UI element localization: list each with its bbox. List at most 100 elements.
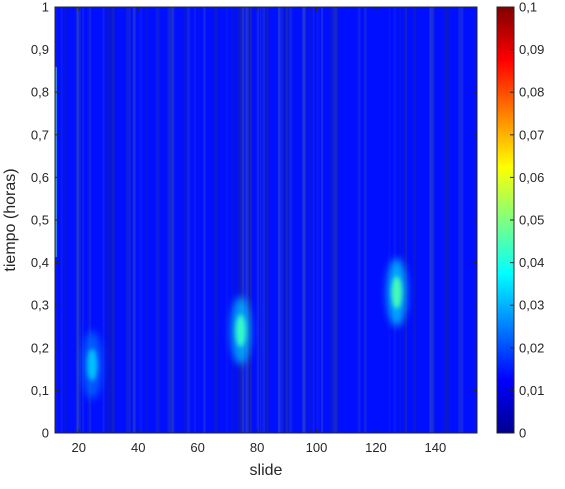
heatmap-streak [459, 7, 463, 433]
heatmap-streak [139, 7, 143, 433]
heatmap-streak [111, 7, 115, 433]
heatmap-streak [281, 7, 286, 433]
heatmap-streak [247, 7, 252, 433]
x-tick-label: 140 [425, 440, 447, 455]
heatmap-streak [446, 7, 450, 433]
heatmap-streak [157, 7, 160, 433]
heatmap-hotspots [82, 258, 407, 399]
heatmap-streaks [55, 7, 464, 433]
heatmap-streak [155, 7, 160, 433]
heatmap-streak [242, 7, 245, 433]
heatmap-streak [318, 7, 320, 433]
colorbar-tick-label: 0 [519, 426, 526, 441]
y-tick-label: 0,6 [31, 170, 49, 185]
heatmap-streak [281, 7, 284, 433]
hotspot-core [87, 348, 98, 381]
heatmap-streak [82, 7, 85, 433]
heatmap-streak [76, 7, 79, 433]
colorbar-tick-label: 0,1 [519, 0, 537, 15]
y-tick-label: 0 [42, 426, 49, 441]
x-tick-label: 80 [250, 440, 264, 455]
heatmap-streak [186, 7, 191, 433]
heatmap-streak [76, 7, 79, 433]
heatmap-streak [248, 7, 253, 433]
colorbar-tick-label: 0,05 [519, 213, 544, 228]
y-tick-label: 0,4 [31, 255, 49, 270]
heatmap-streak [332, 7, 334, 433]
y-tick-label: 0,8 [31, 85, 49, 100]
heatmap-streak [289, 7, 293, 433]
heatmap-streak [413, 7, 417, 433]
heatmap-streak [65, 7, 67, 433]
heatmap-streak [106, 7, 109, 433]
x-axis: 20 40 60 80 100 120 140 [72, 7, 447, 455]
colorbar-ticks: 0 0,01 0,02 0,03 0,04 0,05 0,06 0,07 0,08 0,09 0,1 [510, 0, 544, 441]
heatmap-streak [338, 7, 341, 433]
x-axis-title: slide [250, 462, 283, 479]
heatmap-streak [129, 7, 131, 433]
heatmap-streak [87, 7, 92, 433]
heatmap-streak [240, 7, 242, 433]
colorbar-tick-label: 0,08 [519, 85, 544, 100]
x-tick-label: 60 [190, 440, 204, 455]
heatmap-streak [102, 7, 105, 433]
x-tick-label: 120 [365, 440, 387, 455]
x-tick-label: 40 [131, 440, 145, 455]
heatmap-streak [171, 7, 175, 433]
heatmap-streak [302, 7, 306, 433]
heatmap-streak [214, 7, 219, 433]
y-tick-label: 0,1 [31, 383, 49, 398]
heatmap-streak [443, 7, 447, 433]
heatmap-streak [194, 7, 196, 433]
heatmap-streak [289, 7, 291, 433]
heatmap-streak [126, 7, 128, 433]
x-tick-label: 100 [306, 440, 328, 455]
heatmap-streak [133, 7, 136, 433]
heatmap-streak [429, 7, 434, 433]
colorbar-tick-label: 0,03 [519, 298, 544, 313]
heatmap-streak [398, 7, 402, 433]
heatmap-streak [60, 7, 63, 433]
heatmap-streak [112, 7, 115, 433]
heatmap-streak [75, 7, 78, 433]
heatmap-streak [321, 7, 324, 433]
y-tick-label: 0,3 [31, 298, 49, 313]
heatmap-streak [277, 7, 282, 433]
y-axis: 0 0,1 0,2 0,3 0,4 0,5 0,6 0,7 0,8 0,9 1 [31, 0, 477, 441]
heatmap-streak [316, 7, 318, 433]
heatmap-streak [306, 7, 308, 433]
heatmap-streak [265, 7, 269, 433]
heatmap-streak [357, 7, 361, 433]
y-tick-label: 0,2 [31, 340, 49, 355]
heatmap-streak [250, 7, 252, 433]
heatmap-streak [225, 7, 228, 433]
heatmap-streak [334, 7, 337, 433]
y-axis-title: tiempo (horas) [2, 168, 19, 271]
heatmap-background [55, 7, 477, 433]
heatmap-streak [285, 7, 288, 433]
heatmap-streak [171, 7, 174, 433]
colorbar-tick-label: 0,07 [519, 127, 544, 142]
heatmap-streak [166, 7, 169, 433]
heatmap-streak [429, 7, 432, 433]
heatmap-streak [432, 7, 435, 433]
heatmap-streak [403, 7, 407, 433]
heatmap-streak [145, 7, 148, 433]
heatmap-streak [458, 7, 461, 433]
colorbar-tick-label: 0,06 [519, 170, 544, 185]
heatmap-streak [240, 7, 244, 433]
colorbar-tick-label: 0,01 [519, 383, 544, 398]
colorbar-tick-label: 0,09 [519, 42, 544, 57]
colorbar-tick-label: 0,02 [519, 340, 544, 355]
heatmap-streak [303, 7, 306, 433]
heatmap-streak [108, 7, 112, 433]
heatmap-streak [240, 7, 243, 433]
colorbar-tick-label: 0,04 [519, 255, 544, 270]
y-tick-label: 0,7 [31, 127, 49, 142]
heatmap-streak [405, 7, 407, 433]
heatmap-streak [126, 7, 131, 433]
heatmap-streak [263, 7, 265, 433]
heatmap-streak [393, 7, 396, 433]
heatmap-streak [266, 7, 270, 433]
